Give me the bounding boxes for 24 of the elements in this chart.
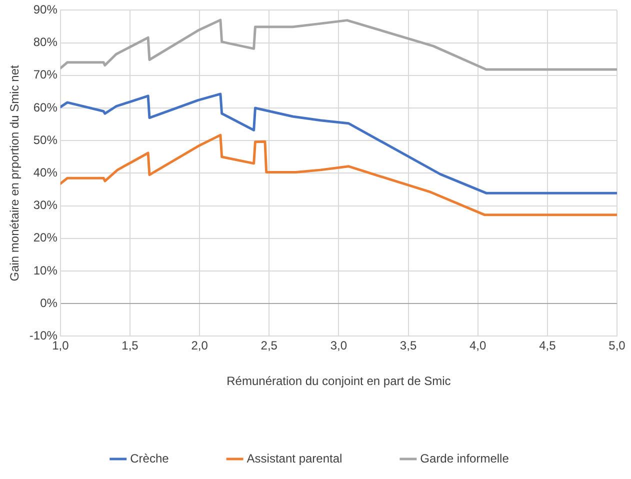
legend-label: Crèche xyxy=(130,451,170,466)
y-tick-label: 50% xyxy=(33,132,58,147)
x-tick-label: 1,5 xyxy=(122,338,139,353)
x-tick-label: 1,0 xyxy=(52,338,70,353)
legend-label: Garde informelle xyxy=(420,451,510,466)
y-tick-label: 10% xyxy=(33,263,58,278)
y-tick-label: 60% xyxy=(33,100,58,114)
y-tick-label: 70% xyxy=(33,68,58,82)
x-tick-label: 5,0 xyxy=(608,338,626,353)
y-tick-label: 80% xyxy=(33,35,58,50)
x-tick-label: 2,5 xyxy=(260,338,278,353)
x-tick-label: 4,0 xyxy=(470,338,487,353)
y-tick-label: 20% xyxy=(33,230,58,245)
x-tick-label: 3,5 xyxy=(400,338,417,353)
x-tick-label: 2,0 xyxy=(191,338,208,353)
y-tick-label: 40% xyxy=(33,166,58,180)
legend-label: Assistant parental xyxy=(246,451,342,466)
y-tick-label: 90% xyxy=(33,2,58,17)
y-tick-label: 0% xyxy=(40,296,58,310)
x-tick-label: 4,5 xyxy=(539,338,556,353)
x-tick-label: 3,0 xyxy=(330,338,348,353)
y-axis-title: Gain monétaire en prportion du Smic net xyxy=(8,64,22,282)
x-axis-title: Rémunération du conjoint en part de Smic xyxy=(226,374,451,388)
y-tick-label: 30% xyxy=(33,198,58,212)
